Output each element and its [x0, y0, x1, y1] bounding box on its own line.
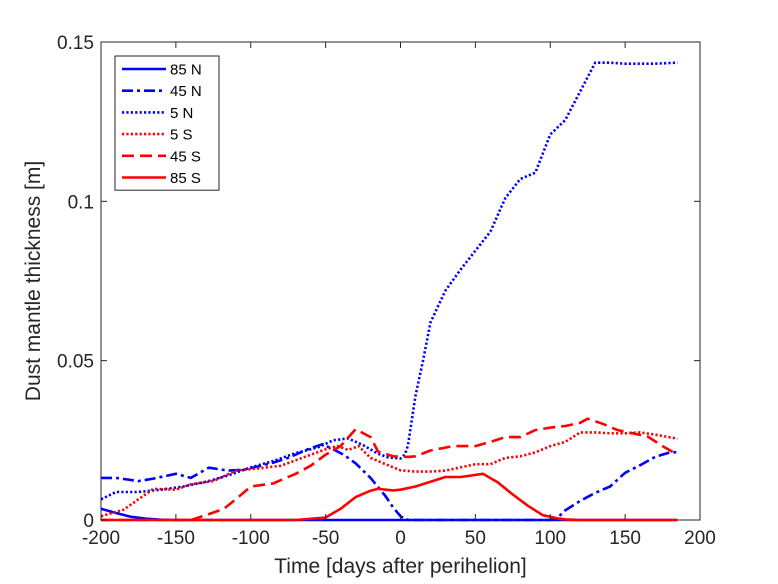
- x-axis-ticks: -200 -150 -100 -50 0 50 100 150 200: [82, 42, 716, 549]
- y-tick-label: 0: [83, 511, 94, 532]
- legend-label: 85 S: [170, 170, 201, 187]
- legend-label: 45 N: [170, 83, 202, 100]
- x-tick-label: 150: [609, 528, 641, 549]
- series-line-45-s: [101, 417, 679, 522]
- x-tick-label: 200: [684, 528, 716, 549]
- x-tick-label: -200: [82, 528, 120, 549]
- series-line-85-s: [101, 472, 678, 522]
- legend-label: 5 S: [170, 127, 193, 144]
- legend-label: 5 N: [170, 105, 193, 122]
- x-tick-label: 50: [465, 528, 486, 549]
- legend-box: [114, 55, 220, 191]
- y-axis-label: Dust mantle thickness [m]: [22, 161, 45, 401]
- x-axis-label: Time [days after perihelion]: [274, 555, 527, 578]
- series-line-5-n: [100, 61, 678, 501]
- x-tick-label: 0: [395, 528, 406, 549]
- x-tick-label: 100: [534, 528, 566, 549]
- y-tick-label: 0.05: [57, 352, 94, 373]
- y-axis-ticks: 0 0.05 0.1 0.15: [57, 33, 700, 532]
- legend-label: 85 N: [170, 62, 202, 79]
- series-line-5-s: [100, 431, 678, 518]
- y-tick-label: 0.15: [57, 33, 94, 54]
- x-tick-label: -50: [312, 528, 339, 549]
- legend-label: 45 S: [170, 148, 201, 165]
- x-tick-label: -100: [232, 528, 270, 549]
- y-tick-label: 0.1: [68, 192, 94, 213]
- x-tick-label: -150: [157, 528, 195, 549]
- series-line-85-n: [100, 507, 678, 522]
- legend: 85 N 45 N 5 N 5 S 45 S 85 S: [114, 55, 220, 191]
